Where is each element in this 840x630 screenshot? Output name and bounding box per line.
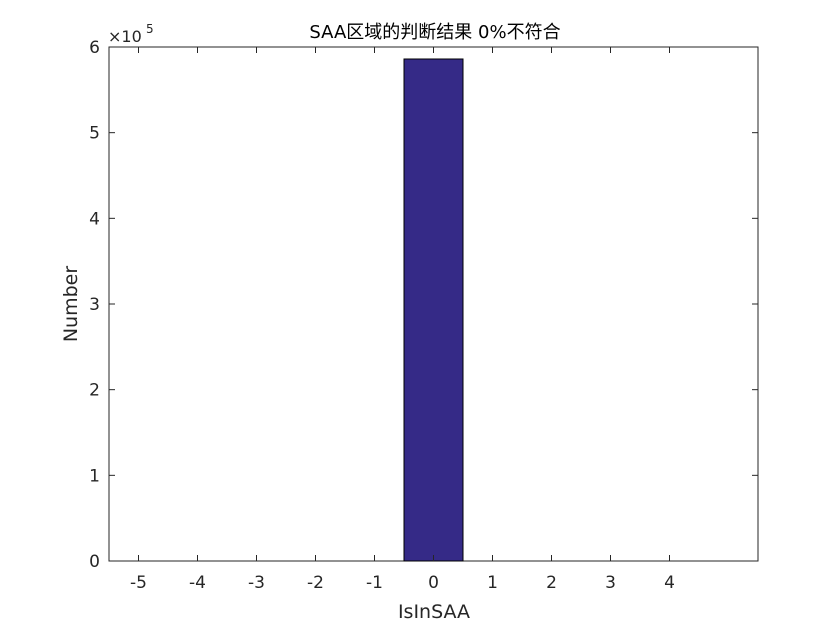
y-tick-label-3: 3 [89, 295, 100, 315]
y-exponent-base: ×10 [108, 27, 142, 46]
x-tick-label-0: 0 [428, 573, 439, 593]
y-axis-label: Number [60, 266, 82, 343]
y-tick-label-0: 0 [89, 552, 100, 572]
y-axis-exponent: ×10 5 [108, 22, 154, 46]
y-ticks-group: 0 1 2 3 4 5 6 [89, 38, 758, 572]
y-tick-label-1: 1 [89, 466, 100, 486]
y-tick-label-4: 4 [89, 209, 100, 229]
x-tick-label--3: -3 [248, 573, 265, 593]
x-ticks-group: -5 -4 -3 -2 -1 0 1 2 3 4 [130, 47, 675, 593]
x-tick-label-1: 1 [487, 573, 498, 593]
y-exponent-power: 5 [146, 22, 154, 36]
bar-0 [403, 58, 464, 562]
y-tick-label-6: 6 [89, 38, 100, 58]
x-tick-label-4: 4 [664, 573, 675, 593]
x-tick-label--5: -5 [130, 573, 147, 593]
bars-group [403, 58, 464, 562]
chart-title: SAA区域的判断结果 0%不符合 [309, 22, 560, 43]
x-tick-label--4: -4 [189, 573, 206, 593]
x-tick-label--2: -2 [307, 573, 324, 593]
x-tick-label--1: -1 [366, 573, 383, 593]
y-tick-label-2: 2 [89, 381, 100, 401]
y-tick-label-5: 5 [89, 124, 100, 144]
x-tick-label-2: 2 [546, 573, 557, 593]
x-tick-label-3: 3 [605, 573, 616, 593]
x-axis-label: IsInSAA [398, 601, 470, 623]
